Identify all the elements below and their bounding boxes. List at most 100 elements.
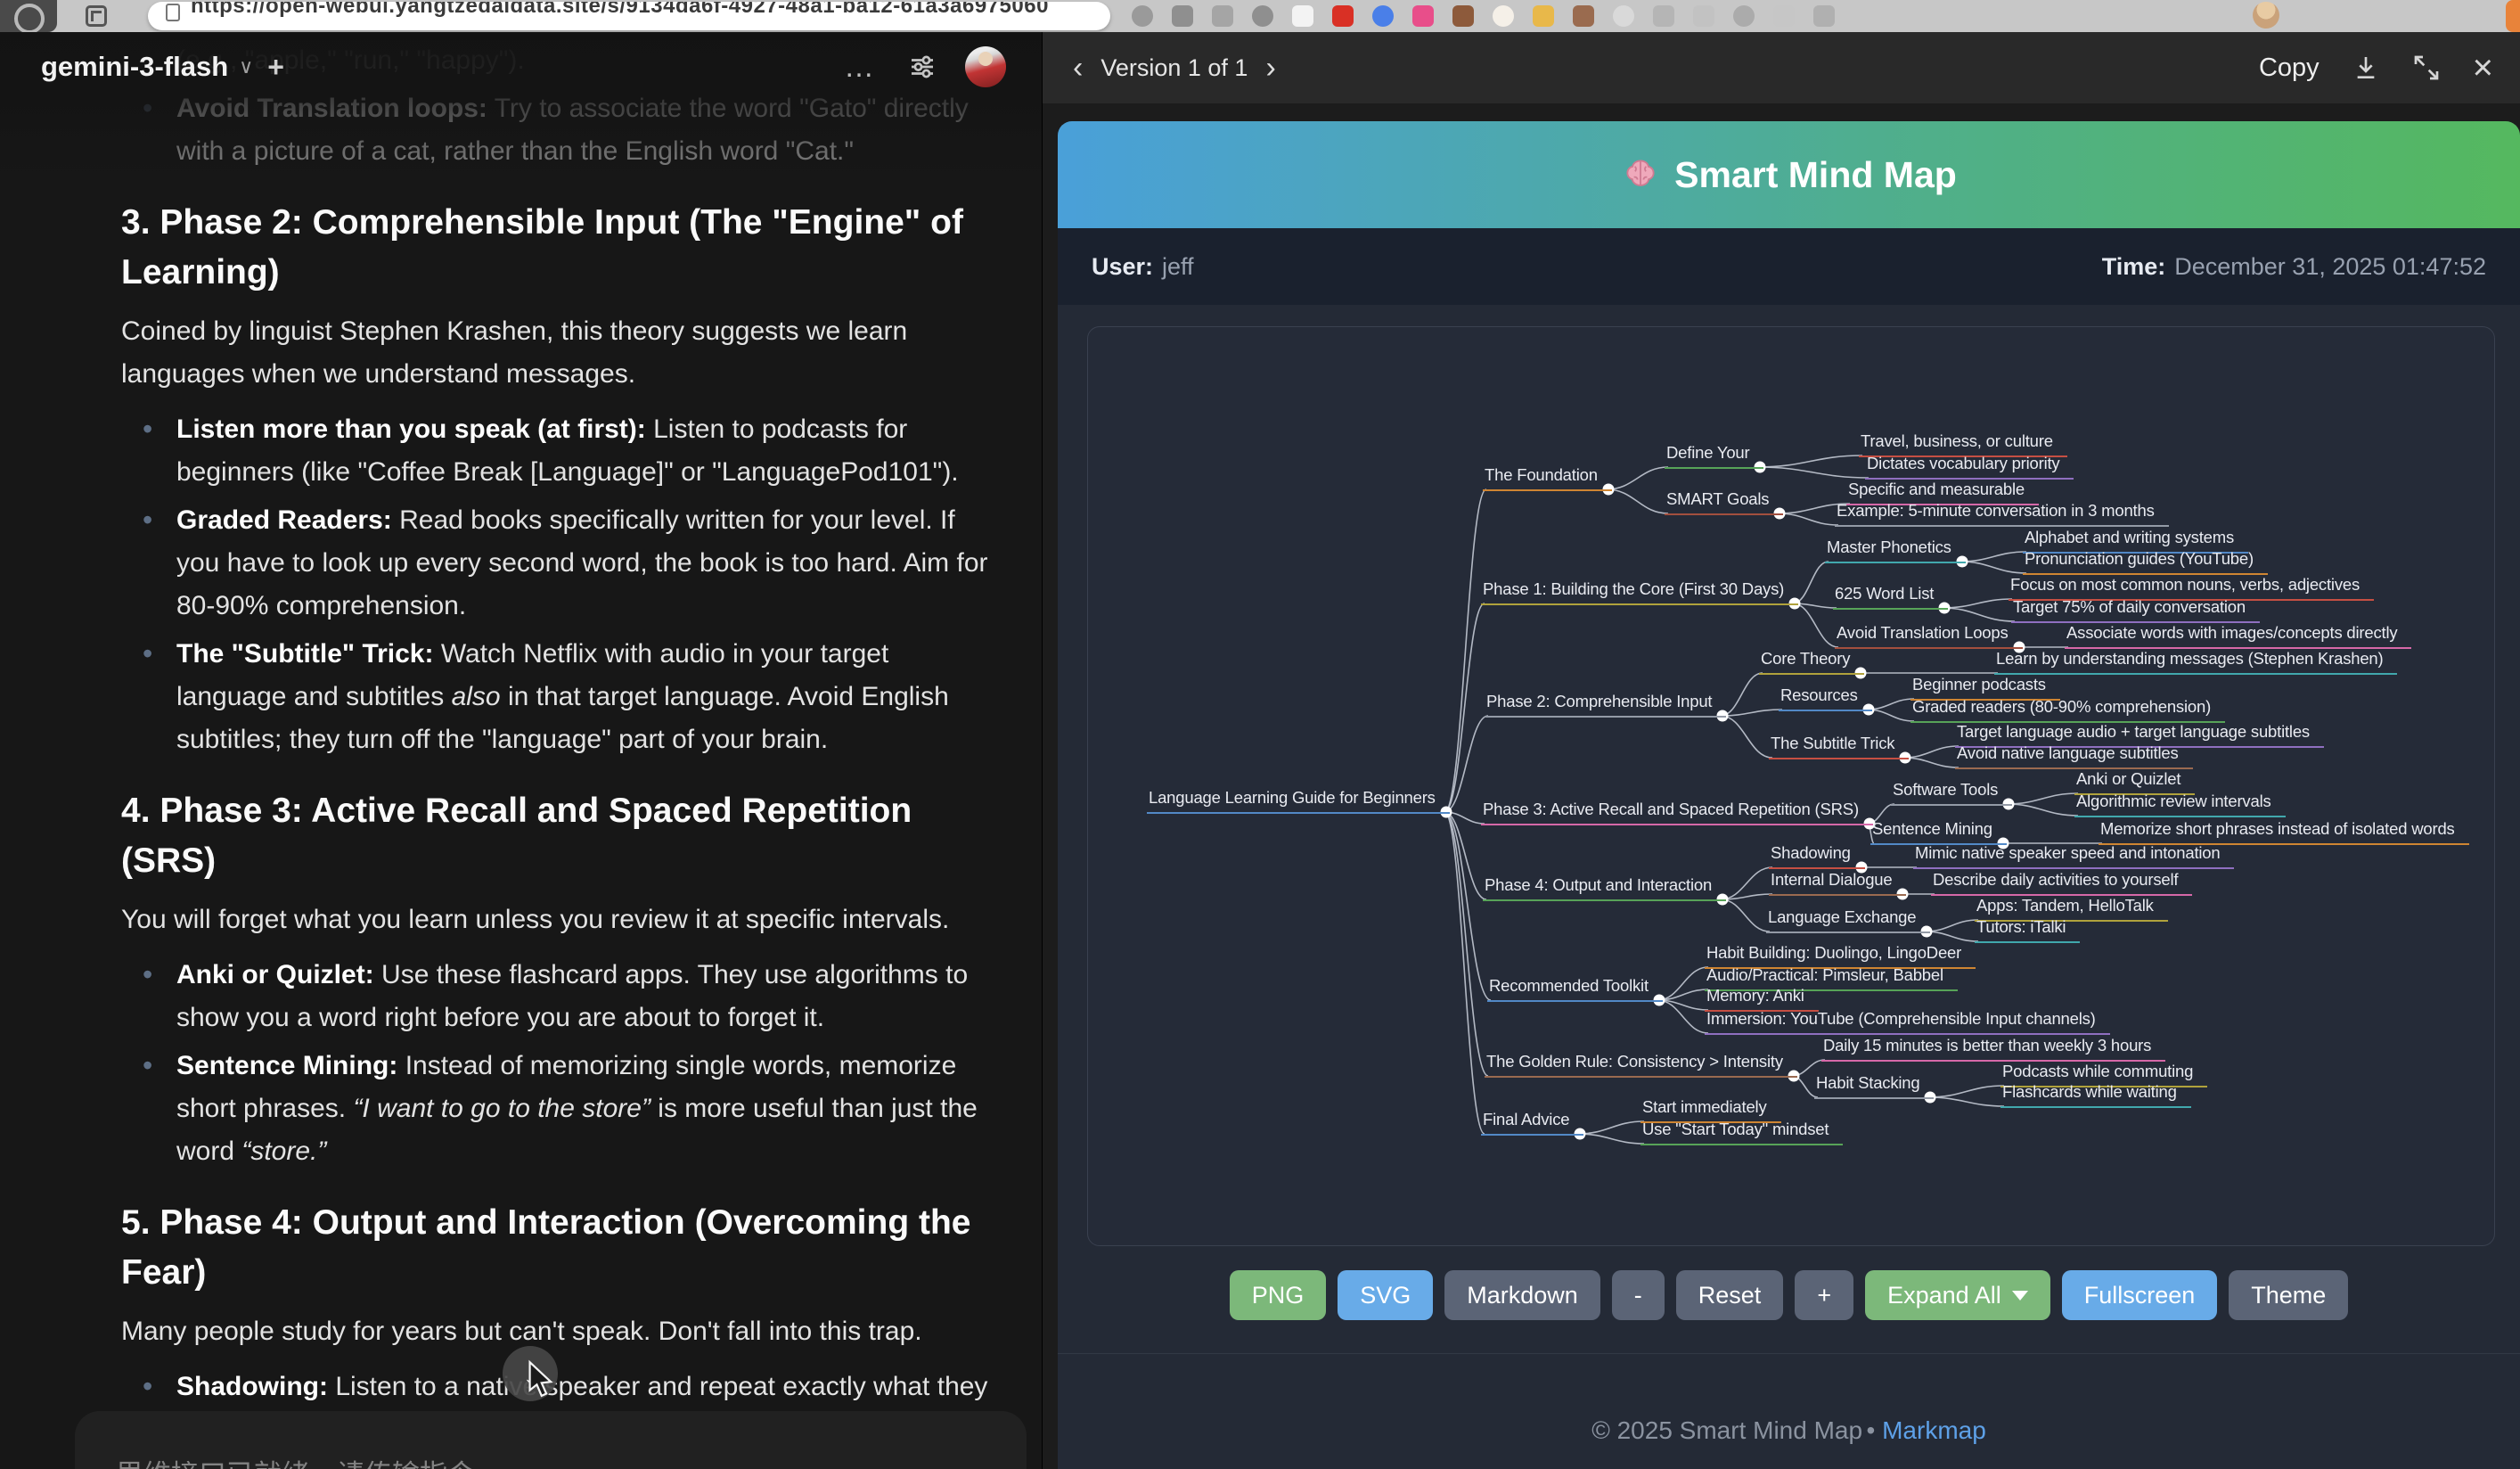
viewer-footer: © 2025 Smart Mind Map • Markmap — [1058, 1353, 2520, 1445]
mindmap-node: Pronunciation guides (YouTube) — [2023, 549, 2268, 575]
controls-sliders-icon[interactable] — [906, 51, 938, 83]
expand-all-button[interactable]: Expand All — [1865, 1270, 2050, 1320]
next-version-icon[interactable]: › — [1265, 50, 1276, 85]
model-selector[interactable]: gemini-3-flash — [41, 51, 229, 82]
page-icon — [166, 4, 180, 21]
extension-icon[interactable] — [1452, 5, 1474, 27]
mindmap-canvas[interactable]: Language Learning Guide for Beginners The… — [1087, 326, 2495, 1246]
paragraph: Coined by linguist Stephen Krashen, this… — [121, 316, 908, 389]
mindmap-node: Internal Dialogue — [1769, 870, 1907, 896]
mindmap-document: Smart Mind Map User: jeff Time: December 3… — [1058, 121, 2520, 1469]
extension-icon[interactable] — [1733, 5, 1755, 27]
url-text: https://open-webui.yangtzedaldata.site/s… — [191, 2, 1049, 18]
mindmap-title: Smart Mind Map — [1674, 153, 1957, 195]
user-avatar[interactable] — [965, 46, 1006, 87]
version-label: Version 1 of 1 — [1100, 53, 1248, 81]
svg-button[interactable]: SVG — [1338, 1270, 1434, 1320]
mindmap-node: Software Tools — [1891, 780, 2013, 806]
chat-input[interactable]: 思维接口已就绪，请传输指令。 — [75, 1411, 1027, 1469]
extension-icon[interactable] — [1372, 5, 1394, 27]
prev-version-icon[interactable]: ‹ — [1073, 50, 1084, 85]
extension-icon[interactable] — [1292, 5, 1313, 27]
--button[interactable]: + — [1795, 1270, 1854, 1320]
new-chat-icon[interactable]: + — [267, 50, 284, 83]
artifact-viewer-panel: ‹ Version 1 of 1 › Copy × — [1043, 32, 2520, 1469]
close-icon[interactable]: × — [2472, 48, 2493, 87]
mindmap-node: Memory: Anki — [1705, 986, 1819, 1012]
chat-header: gemini-3-flash ∨ + … — [0, 32, 1042, 102]
mindmap-node: Phase 2: Comprehensible Input — [1485, 692, 1727, 718]
bullet-item: The "Subtitle" Trick: Watch Netflix with… — [121, 632, 999, 761]
mindmap-node: Avoid Translation Loops — [1835, 623, 2023, 649]
overflow-menu-icon[interactable]: … — [844, 49, 876, 84]
time-value: December 31, 2025 01:47:52 — [2174, 252, 2486, 280]
address-bar[interactable]: https://open-webui.yangtzedaldata.site/s… — [148, 2, 1110, 30]
download-icon[interactable] — [2352, 53, 2380, 82]
info-bar: User: jeff Time: December 31, 2025 01:47:5… — [1058, 228, 2520, 305]
extension-icon[interactable] — [1132, 5, 1153, 27]
user-label: User: — [1092, 252, 1154, 280]
extension-icon[interactable] — [1412, 5, 1434, 27]
extension-icon[interactable] — [1212, 5, 1233, 27]
extension-icon[interactable] — [1773, 5, 1795, 27]
extension-icon[interactable] — [1653, 5, 1674, 27]
fullscreen-button[interactable]: Fullscreen — [2061, 1270, 2218, 1320]
extension-icon[interactable] — [1613, 5, 1634, 27]
mindmap-node: Memorize short phrases instead of isolat… — [2099, 819, 2469, 845]
markmap-link[interactable]: Markmap — [1882, 1416, 1986, 1444]
mindmap-node: Example: 5-minute conversation in 3 mont… — [1835, 501, 2169, 527]
markdown-button[interactable]: Markdown — [1444, 1270, 1600, 1320]
paragraph: You will forget what you learn unless yo… — [121, 905, 950, 934]
mindmap-node: Learn by understanding messages (Stephen… — [1994, 649, 2398, 675]
tab-overview-icon[interactable] — [86, 5, 107, 27]
chat-scroll-area[interactable]: (e.g., "apple," "run," "happy"). Avoid T… — [0, 32, 1042, 1469]
extension-icon[interactable] — [1332, 5, 1354, 27]
mindmap-node: SMART Goals — [1665, 489, 1784, 515]
window-corner — [0, 0, 57, 34]
bullet-item: Anki or Quizlet: Use these flashcard app… — [121, 953, 999, 1039]
reset-button[interactable]: Reset — [1675, 1270, 1784, 1320]
mindmap-node: Focus on most common nouns, verbs, adjec… — [2009, 575, 2375, 601]
time-info: Time: December 31, 2025 01:47:52 — [2102, 253, 2486, 281]
footer-separator: • — [1866, 1416, 1876, 1444]
mindmap-node: Use "Start Today" mindset — [1640, 1120, 1844, 1145]
mindmap-node: Flashcards while waiting — [2000, 1082, 2191, 1108]
fullscreen-expand-icon[interactable] — [2412, 53, 2441, 82]
extension-icon[interactable] — [1813, 5, 1835, 27]
mindmap-node: Immersion: YouTube (Comprehensible Input… — [1705, 1009, 2110, 1035]
mindmap-node: Resources — [1779, 685, 1872, 711]
mindmap-node: Associate words with images/concepts dir… — [2065, 623, 2412, 649]
copy-button[interactable]: Copy — [2258, 53, 2320, 82]
extension-icon[interactable] — [1172, 5, 1193, 27]
mindmap-node: Apps: Tandem, HelloTalk — [1975, 896, 2168, 922]
section-heading: 3. Phase 2: Comprehensible Input (The "E… — [121, 203, 963, 291]
top-fade-overlay — [0, 32, 1042, 179]
extension-icon[interactable] — [1573, 5, 1594, 27]
mindmap-node: Tutors: iTalki — [1975, 917, 2081, 943]
mindmap-node: Algorithmic review intervals — [2074, 792, 2286, 817]
extension-icon[interactable] — [1493, 5, 1514, 27]
mindmap-node: Master Phonetics — [1825, 538, 1966, 563]
mindmap-node: Graded readers (80-90% comprehension) — [1910, 697, 2226, 723]
browser-profile-avatar[interactable] — [2253, 2, 2279, 29]
theme-button[interactable]: Theme — [2229, 1270, 2349, 1320]
--button[interactable]: - — [1611, 1270, 1665, 1320]
paragraph: Many people study for years but can't sp… — [121, 1317, 922, 1346]
mindmap-node: Shadowing — [1769, 843, 1865, 869]
mindmap-node: Dictates vocabulary priority — [1865, 454, 2074, 480]
extension-icon[interactable] — [1693, 5, 1714, 27]
browser-chrome: https://open-webui.yangtzedaldata.site/s… — [0, 0, 2520, 34]
mindmap-node: Sentence Mining — [1870, 819, 2007, 845]
mindmap-node: Audio/Practical: Pimsleur, Babbel — [1705, 965, 1958, 991]
user-value: jeff — [1162, 252, 1194, 280]
mindmap-node: Phase 3: Active Recall and Spaced Repeti… — [1481, 800, 1873, 825]
panel-divider — [1042, 32, 1043, 1469]
mindmap-node: Define Your — [1665, 443, 1764, 469]
mindmap-links — [1440, 455, 2102, 1145]
extension-icon[interactable] — [1533, 5, 1554, 27]
extension-icon[interactable] — [1252, 5, 1273, 27]
png-button[interactable]: PNG — [1229, 1270, 1327, 1320]
mindmap-node: Final Advice — [1481, 1110, 1584, 1136]
mindmap-node: Target language audio + target language … — [1955, 722, 2324, 748]
mindmap-toolbar: PNG SVG Markdown - Reset + Expand All Fullscree… — [1058, 1270, 2520, 1320]
